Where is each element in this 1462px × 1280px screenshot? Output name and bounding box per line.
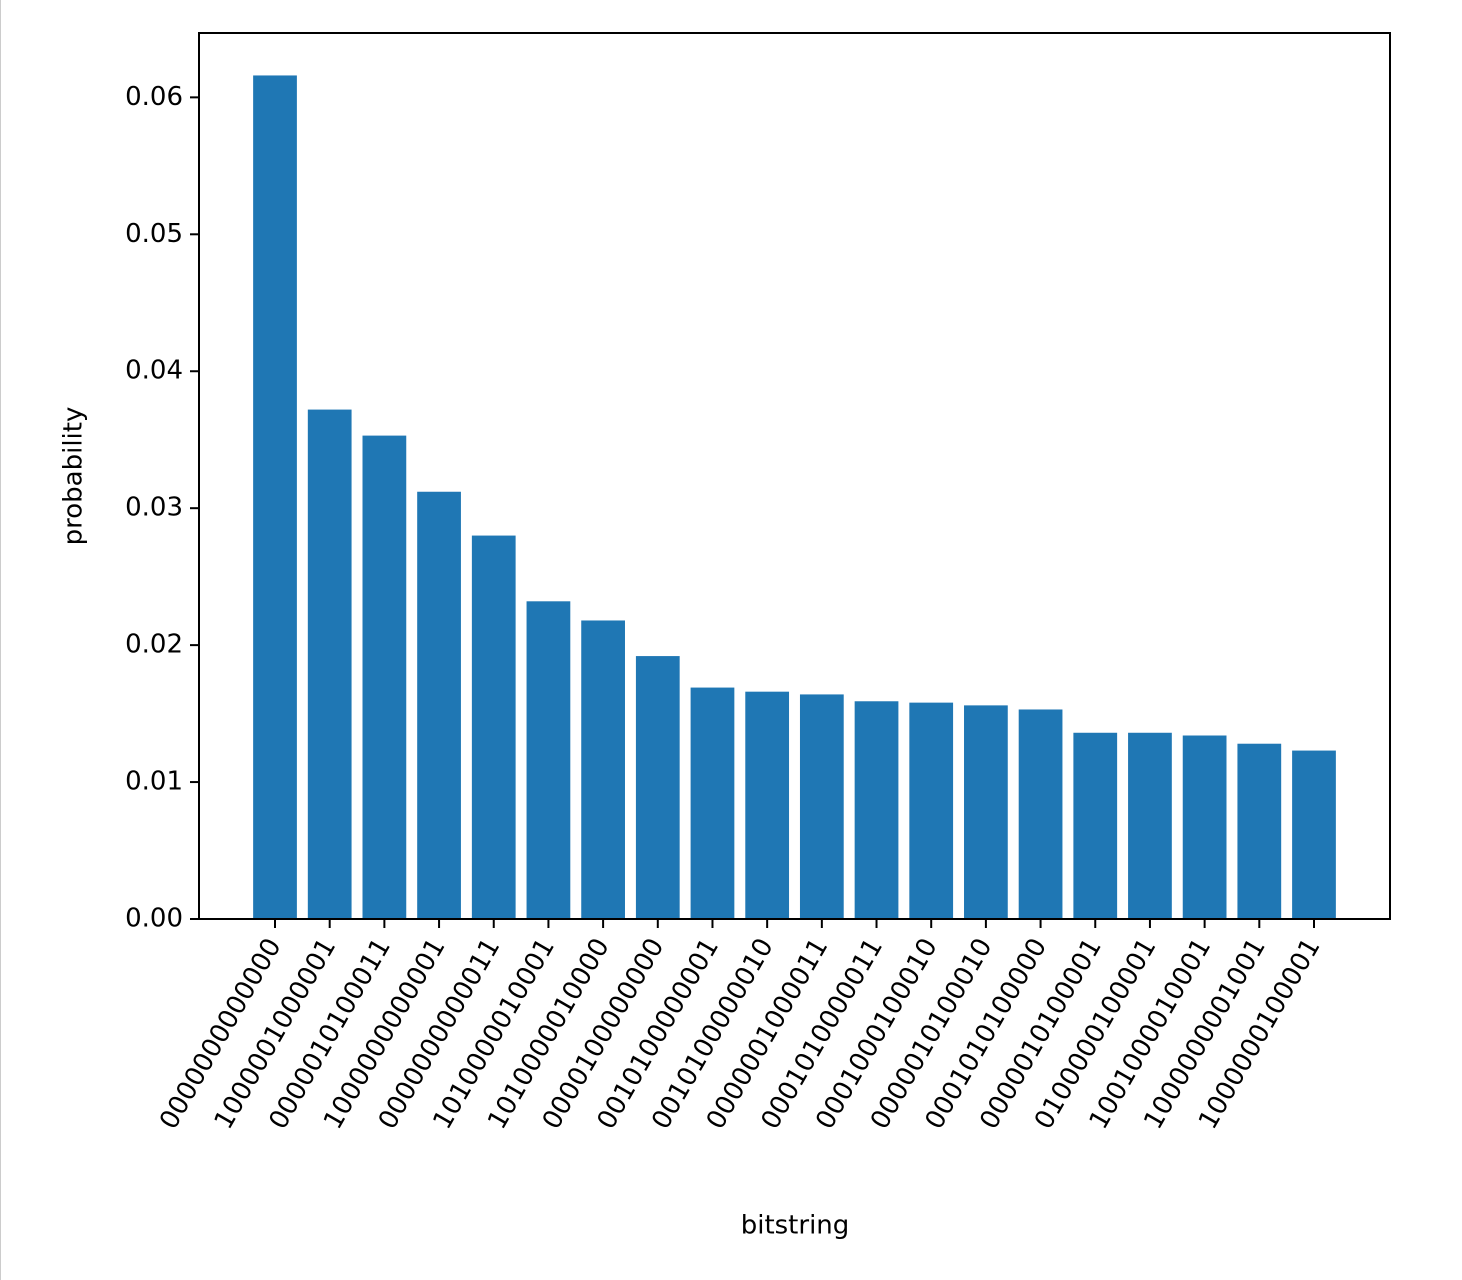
- bar: [1018, 709, 1063, 919]
- plot-frame: [198, 32, 1391, 920]
- bar: [1073, 732, 1118, 919]
- bar: [854, 701, 899, 919]
- bar: [362, 435, 407, 919]
- x-axis-label: bitstring: [741, 1211, 850, 1241]
- bar: [307, 409, 352, 919]
- bar: [1182, 735, 1227, 919]
- bar: [745, 691, 790, 919]
- bar: [526, 601, 571, 919]
- y-axis-label: probability: [59, 407, 89, 546]
- y-tick-label: 0.00: [125, 904, 183, 934]
- bar: [471, 535, 516, 919]
- y-tick-label: 0.02: [125, 630, 183, 660]
- bar: [253, 75, 297, 920]
- y-tick-label: 0.03: [125, 493, 183, 523]
- y-tick-label: 0.05: [125, 219, 183, 249]
- bar: [964, 705, 1008, 919]
- bar: [1292, 750, 1336, 919]
- y-tick-label: 0.06: [125, 82, 183, 112]
- bar: [581, 620, 625, 919]
- y-tick-label: 0.04: [125, 356, 183, 386]
- bar: [690, 687, 735, 919]
- bar: [1237, 743, 1282, 919]
- bar: [635, 656, 680, 919]
- bar: [909, 702, 954, 919]
- bar: [799, 694, 844, 919]
- bar: [1128, 732, 1172, 919]
- bar: [417, 491, 461, 919]
- y-tick-label: 0.01: [125, 767, 183, 797]
